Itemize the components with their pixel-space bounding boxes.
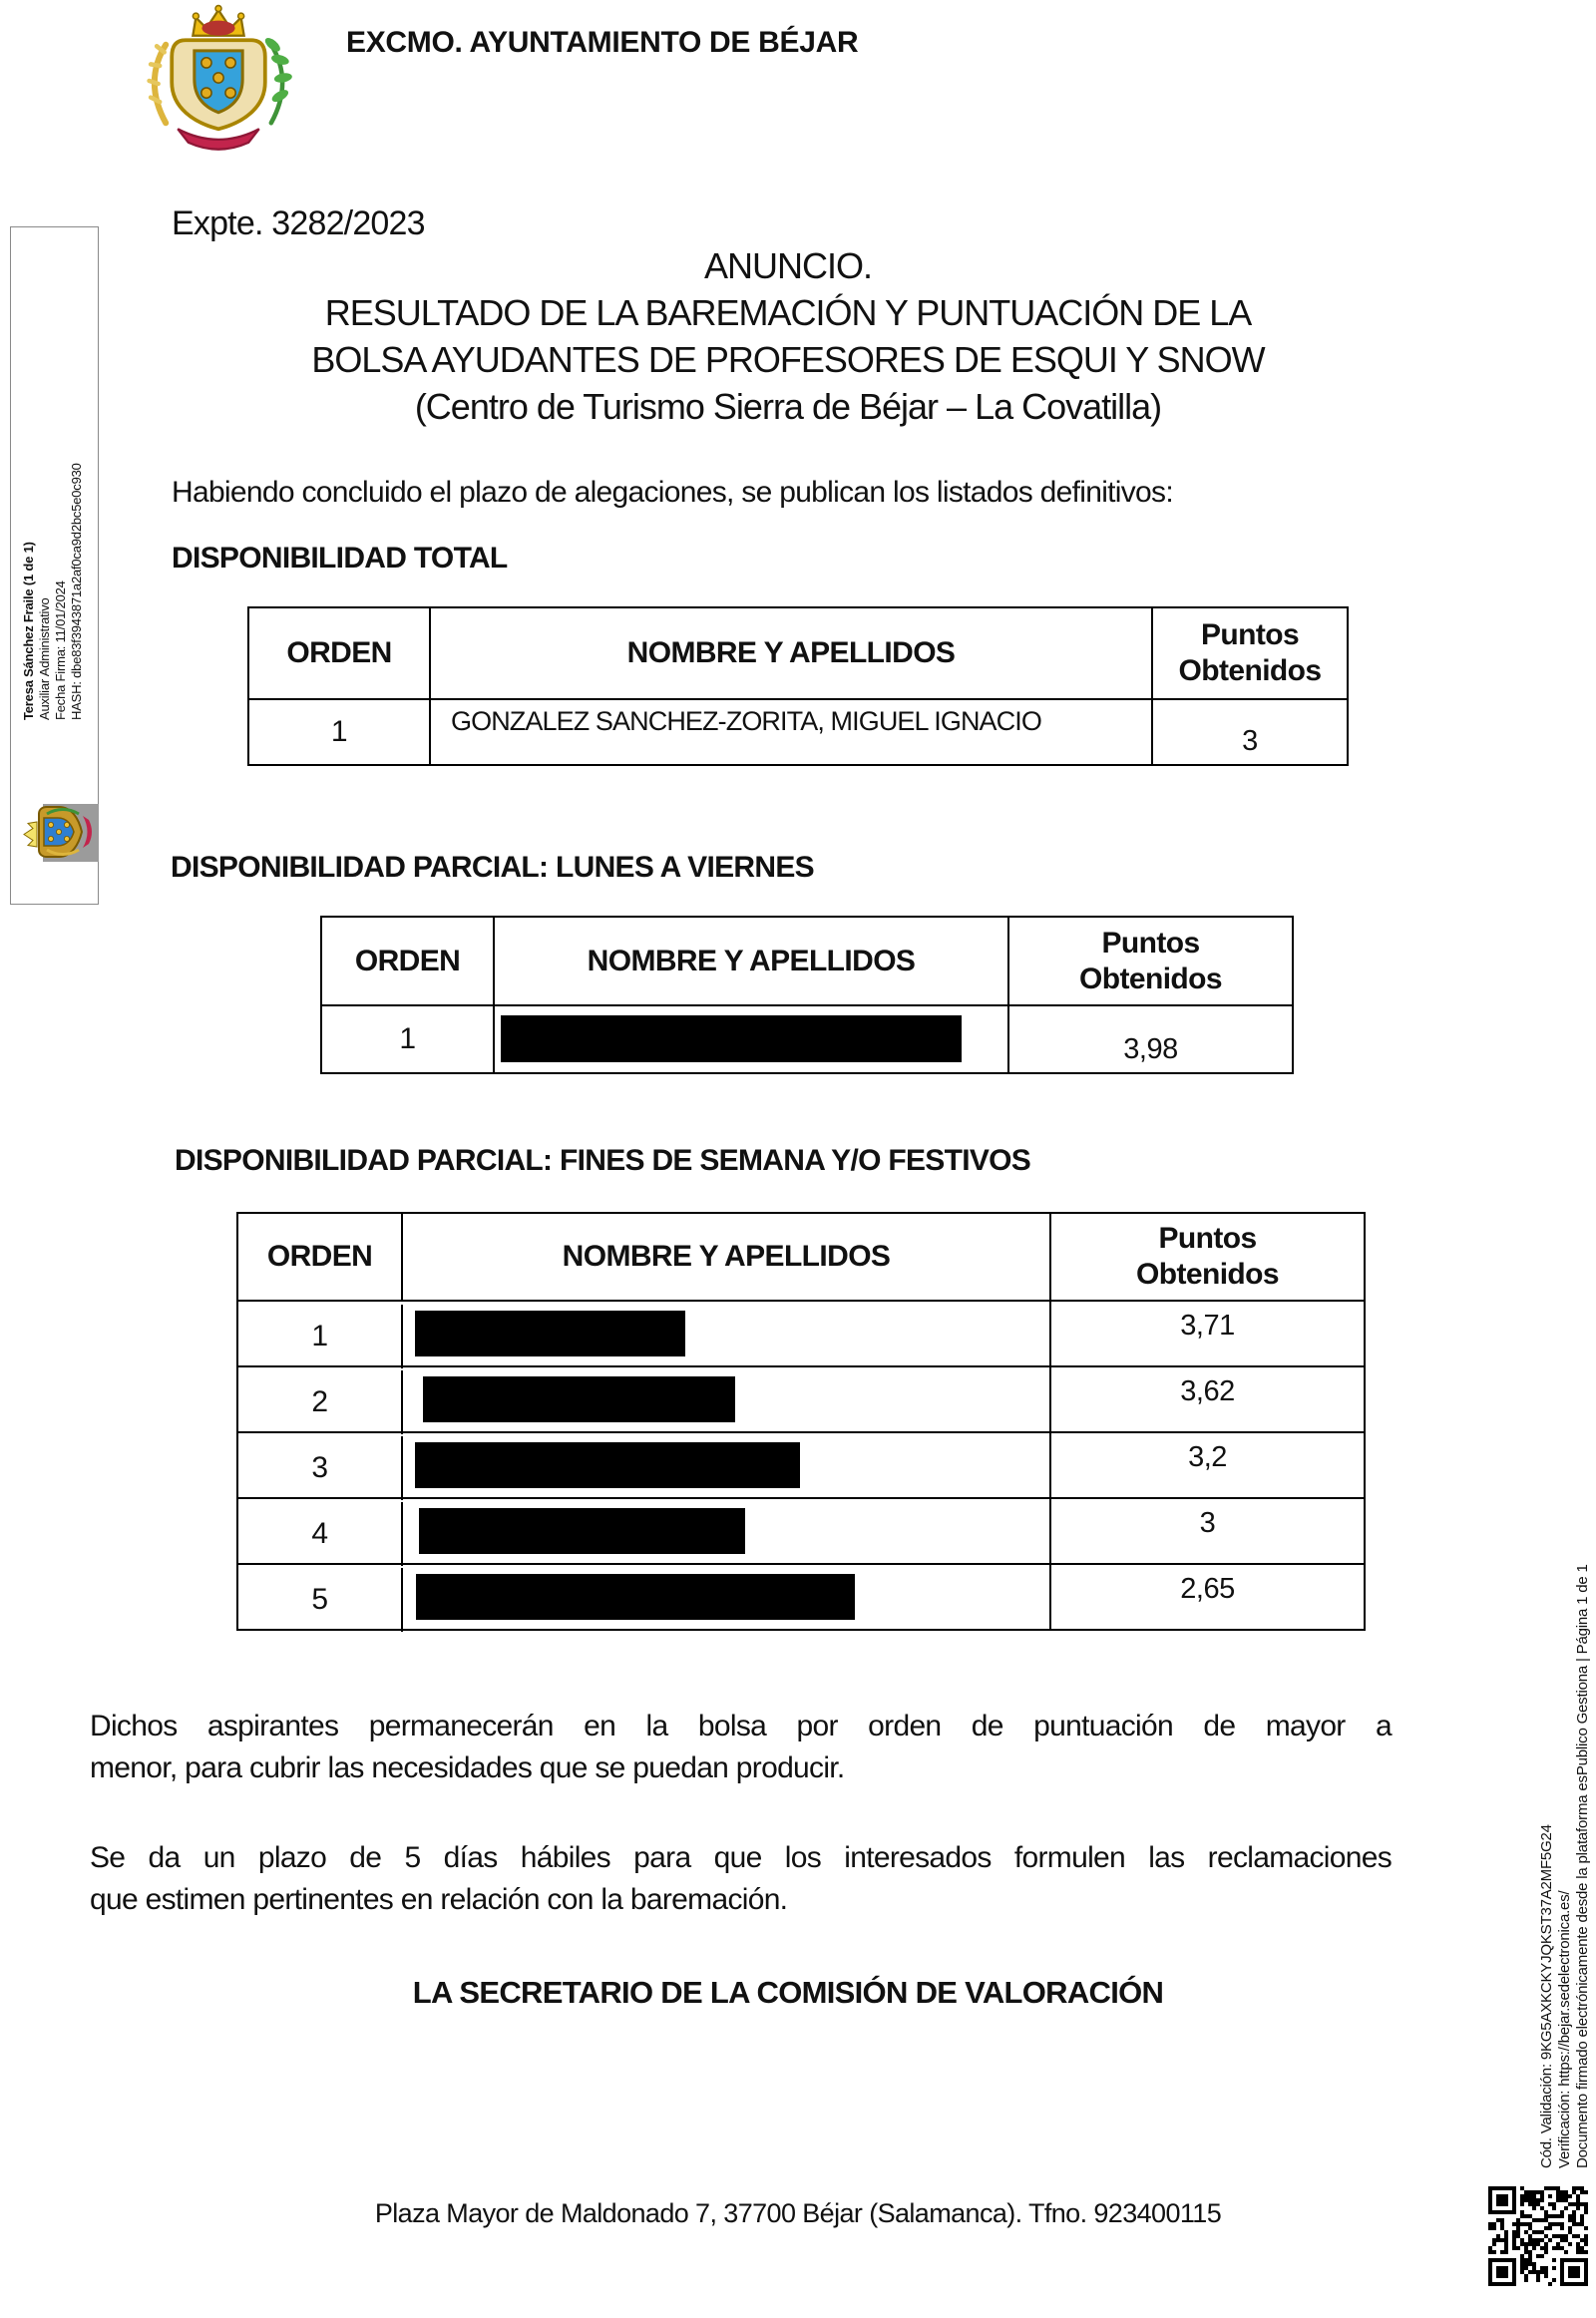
puntos-value: 3,98 — [1123, 1033, 1178, 1065]
signature-date: Fecha Firma: 11/01/2024 — [53, 580, 68, 720]
col-puntos: Puntos Obtenidos — [1178, 618, 1323, 687]
puntos-value: 3 — [1242, 725, 1258, 757]
title-line-1: ANUNCIO. — [703, 245, 873, 286]
paragraph-permanencia: Dichos aspirantes permanecerán en la bol… — [90, 1706, 1393, 1789]
table-row: 2 3,62 — [238, 1365, 1364, 1434]
orden-value: 1 — [322, 1006, 495, 1072]
col-orden: ORDEN — [238, 1214, 403, 1300]
table-row: 5 2,65 — [238, 1563, 1364, 1632]
mini-coat-of-arms-icon — [23, 804, 99, 862]
validation-stamp-text: Cód. Validación: 9KG5AXKCKYJQKST37A2MF5G… — [1538, 1564, 1592, 2168]
puntos-value: 3,2 — [1188, 1441, 1227, 1473]
orden-value: 2 — [238, 1370, 403, 1434]
table-header-row: ORDEN NOMBRE Y APELLIDOS Puntos Obtenido… — [322, 918, 1292, 1004]
nombre-value-redacted — [403, 1565, 1051, 1629]
col-orden: ORDEN — [249, 608, 431, 698]
intro-text: Habiendo concluido el plazo de alegacion… — [172, 476, 1174, 509]
signer-name: Teresa Sánchez Fraile (1 de 1) — [21, 542, 36, 720]
signature-hash: HASH: dbe83f3943871a2af0ca9d2bc5e0c930 — [69, 463, 84, 720]
redaction-bar — [419, 1508, 745, 1554]
puntos-value: 2,65 — [1180, 1573, 1235, 1605]
table-lunes-viernes: ORDEN NOMBRE Y APELLIDOS Puntos Obtenido… — [320, 916, 1294, 1074]
orden-value: 4 — [238, 1502, 403, 1566]
col-puntos: Puntos Obtenidos — [1079, 926, 1223, 995]
orden-value: 3 — [238, 1436, 403, 1500]
org-title: EXCMO. AYUNTAMIENTO DE BÉJAR — [346, 26, 859, 59]
paragraph-plazo: Se da un plazo de 5 días hábiles para qu… — [90, 1837, 1393, 1921]
orden-value: 5 — [238, 1568, 403, 1632]
table-row: 3 3,2 — [238, 1431, 1364, 1500]
col-nombre: NOMBRE Y APELLIDOS — [431, 608, 1153, 698]
table-header-row: ORDEN NOMBRE Y APELLIDOS Puntos Obtenido… — [249, 608, 1347, 698]
puntos-value: 3 — [1199, 1507, 1216, 1539]
section-heading-fines-semana: DISPONIBILIDAD PARCIAL: FINES DE SEMANA … — [175, 1144, 1031, 1177]
nombre-value-redacted — [403, 1302, 1051, 1365]
orden-value: 1 — [249, 700, 431, 764]
signature-stamp-box: Teresa Sánchez Fraile (1 de 1) Auxiliar … — [10, 226, 99, 905]
footer-address: Plaza Mayor de Maldonado 7, 37700 Béjar … — [374, 2198, 1222, 2228]
col-puntos: Puntos Obtenidos — [1136, 1222, 1280, 1291]
qr-code — [1488, 2186, 1588, 2286]
section-heading-total: DISPONIBILIDAD TOTAL — [172, 542, 508, 575]
signed-document-note: Documento firmado electrónicamente desde… — [1574, 1564, 1591, 2168]
paragraph-line: Se da un plazo de 5 días hábiles para qu… — [90, 1841, 1393, 1874]
puntos-value: 3,62 — [1180, 1375, 1235, 1407]
paragraph-line: Dichos aspirantes permanecerán en la bol… — [90, 1710, 1393, 1742]
signature-title: LA SECRETARIO DE LA COMISIÓN DE VALORACI… — [412, 1975, 1164, 2010]
table-fines-semana: ORDEN NOMBRE Y APELLIDOS Puntos Obtenido… — [236, 1212, 1366, 1632]
nombre-value-redacted — [403, 1499, 1051, 1563]
nombre-value-redacted — [495, 1006, 1009, 1072]
nombre-value-redacted — [403, 1433, 1051, 1497]
redaction-bar — [423, 1376, 735, 1422]
table-header-row: ORDEN NOMBRE Y APELLIDOS Puntos Obtenido… — [238, 1214, 1364, 1300]
redaction-bar — [415, 1442, 800, 1488]
signature-stamp-text: Teresa Sánchez Fraile (1 de 1) Auxiliar … — [21, 463, 85, 720]
paragraph-line: menor, para cubrir las necesidades que s… — [90, 1751, 845, 1784]
bejar-coat-of-arms-icon — [147, 4, 292, 151]
title-line-4: (Centro de Turismo Sierra de Béjar – La … — [414, 386, 1162, 427]
title-line-2: RESULTADO DE LA BAREMACIÓN Y PUNTUACIÓN … — [324, 292, 1253, 333]
section-heading-lunes-viernes: DISPONIBILIDAD PARCIAL: LUNES A VIERNES — [171, 851, 815, 884]
validation-code: Cód. Validación: 9KG5AXKCKYJQKST37A2MF5G… — [1538, 1824, 1555, 2168]
col-orden: ORDEN — [322, 918, 495, 1004]
puntos-value: 3,71 — [1180, 1310, 1235, 1342]
redaction-bar — [416, 1574, 855, 1620]
expediente-number: Expte. 3282/2023 — [172, 204, 426, 242]
redaction-bar — [415, 1311, 685, 1356]
document-title: ANUNCIO. RESULTADO DE LA BAREMACIÓN Y PU… — [172, 242, 1404, 430]
signer-role: Auxiliar Administrativo — [37, 597, 52, 720]
verification-url: Verificación: https://bejar.sedelectroni… — [1556, 1890, 1573, 2168]
redaction-bar — [501, 1015, 962, 1062]
col-nombre: NOMBRE Y APELLIDOS — [495, 918, 1009, 1004]
table-disponibilidad-total: ORDEN NOMBRE Y APELLIDOS Puntos Obtenido… — [247, 606, 1349, 766]
title-line-3: BOLSA AYUDANTES DE PROFESORES DE ESQUI Y… — [311, 339, 1265, 380]
nombre-value-redacted — [403, 1367, 1051, 1431]
paragraph-line: que estimen pertinentes en relación con … — [90, 1883, 788, 1916]
orden-value: 1 — [238, 1305, 403, 1368]
nombre-value: GONZALEZ SANCHEZ-ZORITA, MIGUEL IGNACIO — [431, 700, 1153, 764]
table-row: 4 3 — [238, 1497, 1364, 1566]
table-row: 1 GONZALEZ SANCHEZ-ZORITA, MIGUEL IGNACI… — [249, 698, 1347, 764]
table-row: 1 3,98 — [322, 1004, 1292, 1072]
col-nombre: NOMBRE Y APELLIDOS — [403, 1214, 1051, 1300]
table-row: 1 3,71 — [238, 1300, 1364, 1368]
